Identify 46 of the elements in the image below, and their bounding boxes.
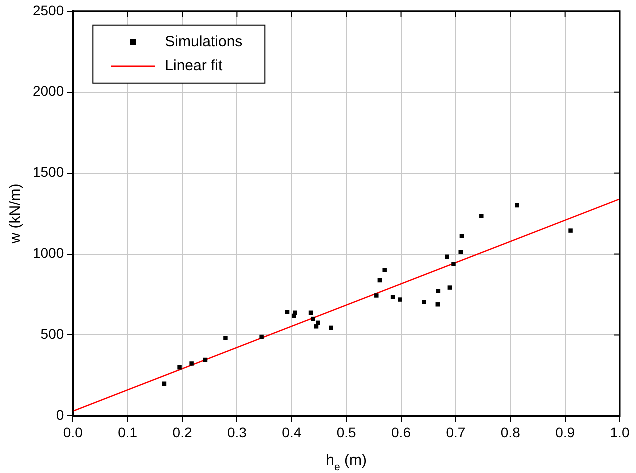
point (314, 324, 319, 329)
point (311, 316, 316, 322)
x-tick-label: 0.7 (446, 424, 466, 440)
point (178, 366, 182, 370)
y-tick-label: 2500 (32, 2, 64, 18)
point (398, 298, 402, 302)
point (285, 310, 290, 314)
point (515, 203, 520, 208)
x-tick-label: 0.2 (172, 424, 192, 440)
point (568, 228, 573, 233)
x-tick-label: 0.8 (500, 424, 521, 440)
y-tick-label: 500 (40, 326, 64, 342)
x-tick-label: 0.1 (118, 424, 138, 440)
x-tick-label: 0.6 (392, 424, 412, 440)
point (436, 302, 440, 307)
point (329, 326, 334, 330)
point (374, 294, 379, 298)
point (382, 268, 387, 272)
point (422, 300, 426, 304)
x-tick-label: 0.9 (556, 424, 576, 440)
x-tick-label: 0.3 (227, 424, 248, 440)
x-tick-label: 0.4 (282, 424, 302, 440)
point (448, 286, 452, 290)
point (293, 310, 298, 316)
y-tick-label: 1500 (32, 164, 64, 180)
y-tick-label: 2000 (32, 83, 64, 100)
point (460, 234, 464, 238)
point (458, 250, 463, 254)
point (162, 382, 167, 386)
x-tick-label: 0.0 (63, 424, 84, 440)
point (436, 289, 441, 294)
point (390, 295, 396, 300)
x-tick-label: 1.0 (610, 424, 630, 440)
point (260, 334, 264, 340)
point (190, 362, 194, 366)
legend-label: Linear fit (165, 58, 224, 75)
y-tick-label: 1000 (32, 245, 64, 262)
legend-label: Simulations (165, 34, 243, 51)
point (224, 336, 228, 340)
point (445, 254, 450, 259)
point (316, 320, 320, 326)
x-tick-label: 0.5 (336, 424, 357, 440)
point (452, 262, 456, 266)
y-tick-label: 0 (56, 407, 64, 424)
y-axis-title: w (kN/m) (7, 184, 24, 245)
point (480, 214, 484, 219)
